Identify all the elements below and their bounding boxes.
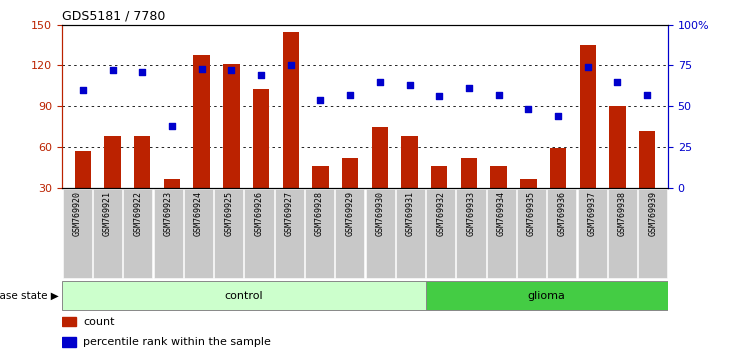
Text: GSM769934: GSM769934: [497, 191, 506, 236]
Bar: [153, 189, 182, 278]
Text: control: control: [225, 291, 263, 301]
Bar: [396, 189, 425, 278]
Text: disease state ▶: disease state ▶: [0, 291, 58, 301]
Bar: [461, 158, 477, 228]
Text: GSM769936: GSM769936: [558, 191, 566, 236]
Bar: [426, 189, 456, 278]
Bar: [223, 64, 239, 228]
Text: percentile rank within the sample: percentile rank within the sample: [83, 337, 271, 347]
Text: GSM769928: GSM769928: [315, 191, 324, 236]
Bar: [283, 32, 299, 228]
Bar: [245, 189, 274, 278]
Bar: [517, 189, 546, 278]
Bar: [123, 189, 153, 278]
Bar: [93, 189, 122, 278]
Bar: [62, 337, 76, 347]
Bar: [577, 189, 607, 278]
Bar: [305, 189, 334, 278]
Text: GSM769921: GSM769921: [103, 191, 112, 236]
Point: [345, 92, 356, 98]
Point: [434, 93, 445, 99]
Bar: [580, 45, 596, 228]
Bar: [335, 189, 364, 278]
Text: GSM769933: GSM769933: [466, 191, 475, 236]
Bar: [164, 179, 180, 228]
Text: GSM769930: GSM769930: [376, 191, 385, 236]
Bar: [491, 166, 507, 228]
Text: count: count: [83, 316, 115, 327]
Bar: [372, 127, 388, 228]
Point: [315, 97, 326, 103]
Point: [523, 107, 534, 112]
Bar: [312, 166, 328, 228]
Bar: [487, 189, 516, 278]
Point: [196, 66, 207, 72]
Point: [463, 85, 474, 91]
Bar: [74, 151, 91, 228]
Bar: [426, 281, 668, 310]
Bar: [184, 189, 213, 278]
Bar: [402, 136, 418, 228]
Point: [77, 87, 88, 93]
Text: GSM769920: GSM769920: [73, 191, 82, 236]
Point: [226, 68, 237, 73]
Bar: [550, 148, 566, 228]
Bar: [104, 136, 120, 228]
Bar: [134, 136, 150, 228]
Bar: [608, 189, 637, 278]
Bar: [214, 189, 243, 278]
Text: GSM769922: GSM769922: [134, 191, 142, 236]
Bar: [62, 281, 426, 310]
Text: GSM769931: GSM769931: [406, 191, 415, 236]
Text: GSM769926: GSM769926: [255, 191, 264, 236]
Bar: [520, 179, 537, 228]
Text: GSM769927: GSM769927: [285, 191, 293, 236]
Bar: [253, 88, 269, 228]
Point: [582, 64, 593, 70]
Bar: [193, 55, 210, 228]
Point: [107, 68, 118, 73]
Text: GSM769939: GSM769939: [648, 191, 657, 236]
Point: [404, 82, 415, 88]
Text: GSM769925: GSM769925: [224, 191, 233, 236]
Bar: [274, 189, 304, 278]
Text: GSM769938: GSM769938: [618, 191, 627, 236]
Bar: [62, 317, 76, 326]
Bar: [63, 189, 92, 278]
Text: GSM769924: GSM769924: [194, 191, 203, 236]
Point: [166, 123, 178, 129]
Text: GSM769932: GSM769932: [437, 191, 445, 236]
Bar: [456, 189, 485, 278]
Point: [374, 79, 385, 85]
Text: GSM769929: GSM769929: [345, 191, 354, 236]
Point: [642, 92, 653, 98]
Point: [552, 113, 564, 119]
Text: GSM769923: GSM769923: [164, 191, 172, 236]
Bar: [638, 189, 667, 278]
Point: [137, 69, 148, 75]
Bar: [342, 158, 358, 228]
Point: [285, 63, 296, 68]
Point: [493, 92, 504, 98]
Text: GSM769935: GSM769935: [527, 191, 536, 236]
Text: GSM769937: GSM769937: [588, 191, 596, 236]
Bar: [548, 189, 577, 278]
Point: [255, 73, 267, 78]
Bar: [639, 131, 656, 228]
Bar: [431, 166, 447, 228]
Text: glioma: glioma: [528, 291, 566, 301]
Bar: [366, 189, 395, 278]
Text: GDS5181 / 7780: GDS5181 / 7780: [62, 9, 166, 22]
Point: [612, 79, 623, 85]
Bar: [610, 106, 626, 228]
